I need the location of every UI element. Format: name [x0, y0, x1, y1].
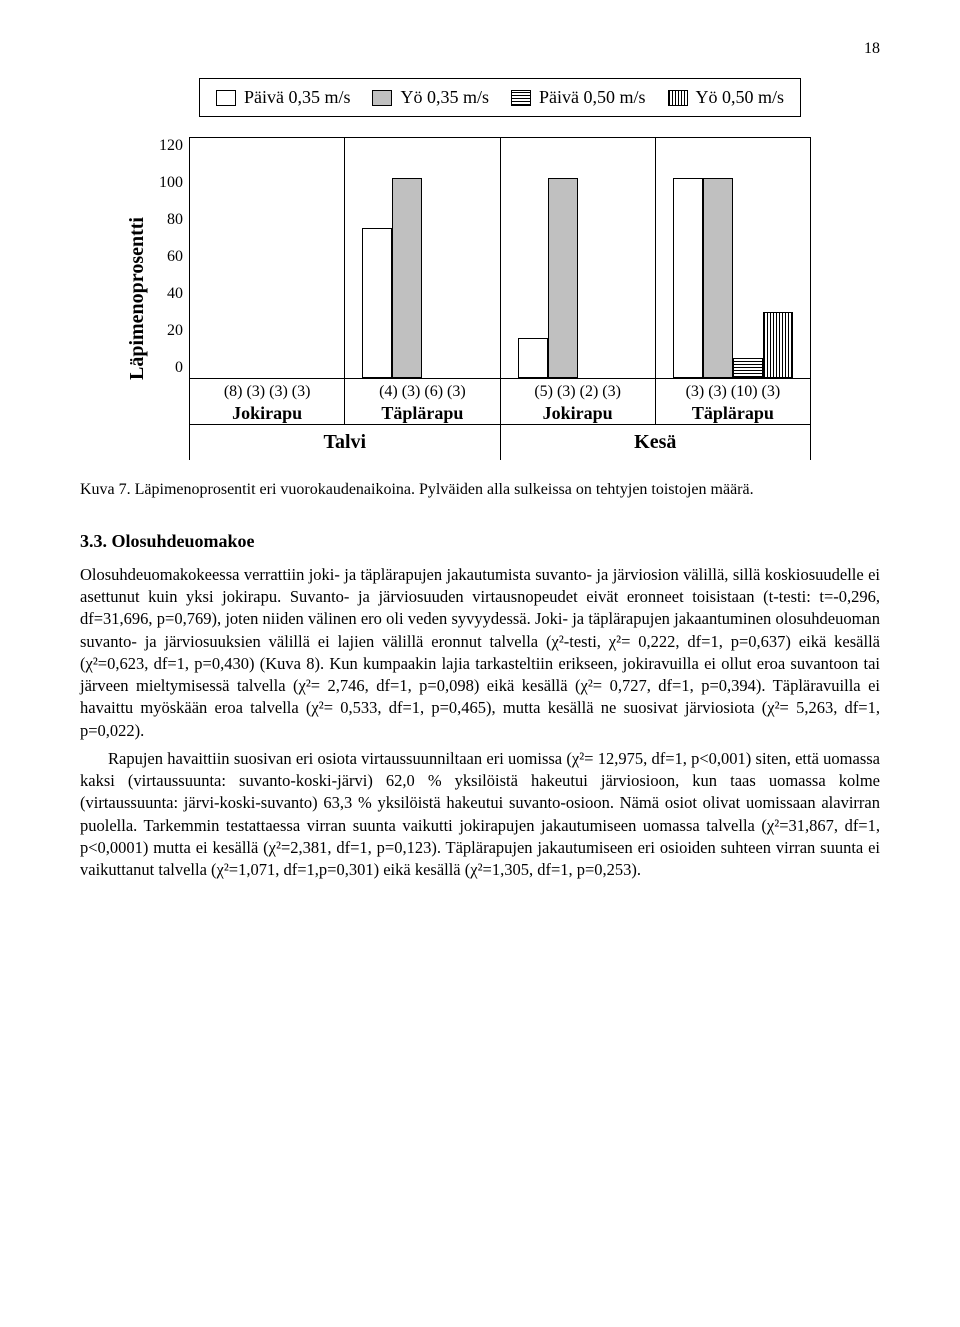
y-axis-ticks: 120 100 80 60 40 20 0 [149, 137, 189, 377]
counts-label: (8) (3) (3) (3) [190, 383, 344, 401]
legend-swatch [668, 90, 688, 106]
counts-label: (4) (3) (6) (3) [345, 383, 499, 401]
bar-group [501, 138, 656, 378]
species-label: Jokirapu [501, 401, 655, 424]
bar [673, 178, 703, 378]
y-tick: 80 [149, 211, 183, 229]
plot-area [190, 137, 811, 379]
y-tick: 20 [149, 322, 183, 340]
species-label: Jokirapu [190, 401, 344, 424]
bar [733, 358, 763, 378]
bar [763, 312, 793, 378]
legend-swatch [372, 90, 392, 106]
bar [548, 178, 578, 378]
counts-label: (3) (3) (10) (3) [656, 383, 810, 401]
bar [703, 178, 733, 378]
section-heading: 3.3. Olosuhdeuomakoe [80, 531, 880, 552]
bar [392, 178, 422, 378]
y-tick: 120 [149, 137, 183, 155]
legend-label: Päivä 0,50 m/s [539, 87, 646, 108]
legend-label: Yö 0,35 m/s [400, 87, 489, 108]
legend-item: Päivä 0,50 m/s [511, 87, 646, 108]
legend-item: Yö 0,35 m/s [372, 87, 489, 108]
y-tick: 40 [149, 285, 183, 303]
y-tick: 100 [149, 174, 183, 192]
species-label: Täplärapu [656, 401, 810, 424]
bar [362, 228, 392, 378]
legend-item: Päivä 0,35 m/s [216, 87, 351, 108]
x-group-label: (3) (3) (10) (3)Täplärapu [656, 379, 810, 424]
bar [518, 338, 548, 378]
y-tick: 0 [149, 359, 183, 377]
bar-group [190, 138, 345, 378]
chart-legend: Päivä 0,35 m/s Yö 0,35 m/s Päivä 0,50 m/… [199, 78, 801, 117]
page-number: 18 [80, 40, 880, 58]
species-label: Täplärapu [345, 401, 499, 424]
figure-caption: Kuva 7. Läpimenoprosentit eri vuorokaude… [80, 480, 880, 501]
x-season: Talvi [190, 425, 501, 460]
x-group-label: (5) (3) (2) (3)Jokirapu [501, 379, 656, 424]
legend-swatch [216, 90, 236, 106]
bar-group [656, 138, 810, 378]
body-paragraph: Rapujen havaittiin suosivan eri osiota v… [80, 748, 880, 882]
bar-group [345, 138, 500, 378]
legend-item: Yö 0,50 m/s [668, 87, 785, 108]
legend-label: Yö 0,50 m/s [696, 87, 785, 108]
x-group-label: (4) (3) (6) (3)Täplärapu [345, 379, 500, 424]
legend-label: Päivä 0,35 m/s [244, 87, 351, 108]
body-paragraph: Olosuhdeuomakokeessa verrattiin joki- ja… [80, 564, 880, 742]
x-axis-seasons: Talvi Kesä [190, 424, 811, 460]
x-season: Kesä [501, 425, 811, 460]
x-group-label: (8) (3) (3) (3)Jokirapu [190, 379, 345, 424]
legend-swatch [511, 90, 531, 106]
counts-label: (5) (3) (2) (3) [501, 383, 655, 401]
y-axis-label: Läpimenoprosentti [120, 137, 149, 460]
y-tick: 60 [149, 248, 183, 266]
bar-chart: Päivä 0,35 m/s Yö 0,35 m/s Päivä 0,50 m/… [120, 78, 880, 460]
x-axis-groups: (8) (3) (3) (3)Jokirapu(4) (3) (6) (3)Tä… [190, 379, 811, 424]
